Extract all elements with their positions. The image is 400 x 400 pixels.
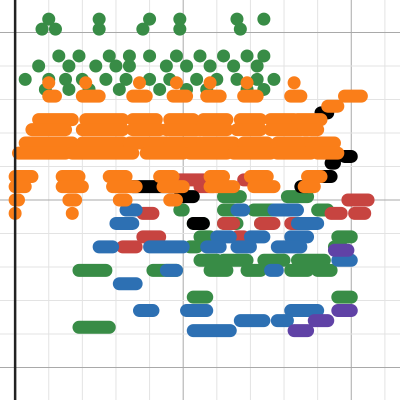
dot	[18, 72, 32, 86]
dot	[233, 22, 247, 36]
dot	[42, 76, 56, 90]
dot	[143, 49, 157, 63]
dot	[62, 82, 76, 96]
dot	[32, 59, 46, 73]
dot	[193, 49, 207, 63]
dot	[92, 12, 106, 26]
dot	[230, 12, 244, 26]
dot	[65, 206, 79, 220]
dot	[203, 59, 217, 73]
dot	[99, 72, 113, 86]
dot	[287, 76, 301, 90]
dot	[169, 76, 183, 90]
dot	[143, 72, 157, 86]
dot	[230, 72, 244, 86]
dot	[173, 22, 187, 36]
dot	[119, 72, 133, 86]
dot	[153, 82, 167, 96]
dot	[143, 12, 157, 26]
dot	[240, 49, 254, 63]
dot	[102, 49, 116, 63]
series	[287, 243, 358, 338]
dot	[227, 59, 241, 73]
dot	[257, 49, 271, 63]
dot	[250, 59, 264, 73]
dot	[217, 49, 231, 63]
dot	[79, 76, 93, 90]
dot	[132, 76, 146, 90]
dot	[42, 12, 56, 26]
dot	[109, 59, 123, 73]
dot	[112, 82, 126, 96]
series	[92, 203, 358, 338]
dot	[52, 49, 66, 63]
dot	[257, 12, 271, 26]
dot	[136, 22, 150, 36]
dot	[92, 22, 106, 36]
dot	[203, 76, 217, 90]
dot	[89, 59, 103, 73]
dot	[159, 59, 173, 73]
dot	[169, 49, 183, 63]
dot	[267, 72, 281, 86]
dot	[173, 12, 187, 26]
dot	[190, 72, 204, 86]
dot	[240, 76, 254, 90]
dot	[48, 22, 62, 36]
dot	[122, 49, 136, 63]
dot	[180, 59, 194, 73]
dot	[59, 72, 73, 86]
series	[8, 76, 368, 220]
dot	[122, 59, 136, 73]
dot	[250, 72, 264, 86]
dot	[35, 22, 49, 36]
dot	[62, 59, 76, 73]
dot	[72, 49, 86, 63]
series	[18, 12, 358, 334]
